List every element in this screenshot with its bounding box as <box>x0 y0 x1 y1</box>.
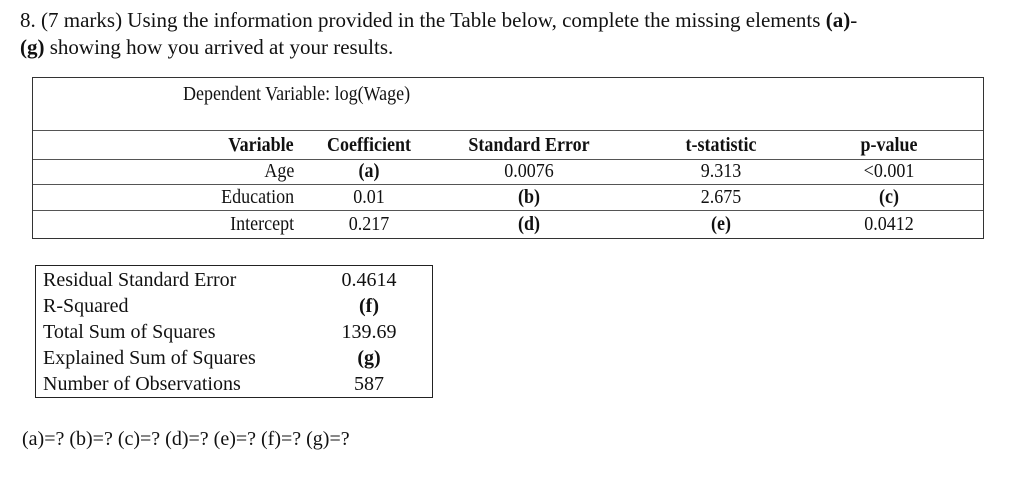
question-bold: (a) <box>825 8 851 32</box>
table-cell: 0.01 <box>353 186 385 208</box>
table-cell: (e) <box>711 213 731 235</box>
stats-value: 587 <box>354 373 384 395</box>
column-header: Coefficient <box>327 134 411 156</box>
column-header: t-statistic <box>685 134 757 156</box>
question-text: - <box>850 8 858 32</box>
stats-value: (g) <box>357 347 381 369</box>
question-text: 8. (7 marks) Using the information provi… <box>20 8 826 32</box>
stats-value: (f) <box>359 295 379 317</box>
stats-value: 139.69 <box>341 321 397 343</box>
stats-label: Total Sum of Squares <box>43 321 216 343</box>
table-cell: (b) <box>517 186 541 208</box>
table-cell: (c) <box>879 186 899 208</box>
question-bold: (g) <box>20 35 45 59</box>
table-divider <box>33 210 983 211</box>
table-cell: 2.675 <box>700 186 742 208</box>
table-divider <box>33 184 983 185</box>
dependent-variable: Dependent Variable: log(Wage) <box>183 83 411 105</box>
stats-table: Residual Standard Error 0.4614 R-Squared (f… <box>35 265 433 398</box>
table-cell: 0.0076 <box>504 160 554 182</box>
question-line-2: (g) showing how you arrived at your resu… <box>20 34 393 60</box>
regression-table: Dependent Variable: log(Wage) Variable Co… <box>32 77 984 239</box>
stats-label: Residual Standard Error <box>43 269 237 291</box>
table-divider <box>33 130 983 131</box>
stats-label: Number of Observations <box>43 373 241 395</box>
question-text: showing how you arrived at your results. <box>44 35 394 59</box>
column-header: p-value <box>860 134 918 156</box>
table-cell: 0.0412 <box>864 213 914 235</box>
row-label: Intercept <box>230 213 294 235</box>
table-cell: (d) <box>517 213 541 235</box>
stats-value: 0.4614 <box>341 269 397 291</box>
table-cell: 0.217 <box>348 213 390 235</box>
stats-label: Explained Sum of Squares <box>43 347 256 369</box>
table-cell: (a) <box>358 160 380 182</box>
column-header: Variable <box>228 134 294 156</box>
row-label: Age <box>264 160 294 182</box>
column-header: Standard Error <box>468 134 590 156</box>
table-cell: <0.001 <box>863 160 915 182</box>
answer-prompt: (a)=? (b)=? (c)=? (d)=? (e)=? (f)=? (g)=… <box>22 428 350 450</box>
table-cell: 9.313 <box>700 160 742 182</box>
row-label: Education <box>221 186 294 208</box>
question-line-1: 8. (7 marks) Using the information provi… <box>20 7 857 33</box>
stats-label: R-Squared <box>43 295 129 317</box>
table-divider <box>33 159 983 160</box>
